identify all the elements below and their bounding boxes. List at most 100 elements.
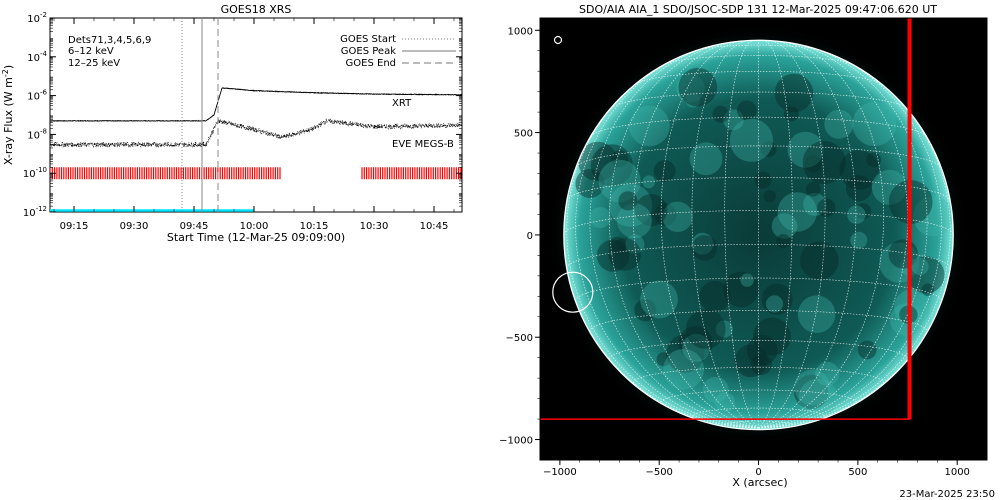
solar-texture-blob xyxy=(678,67,718,107)
solar-texture-blob xyxy=(750,353,772,375)
solar-texture-blob xyxy=(598,159,641,203)
right-image-frame xyxy=(539,17,988,461)
legend-goes-peak: GOES Peak xyxy=(341,46,396,57)
x-tick-label: −500 xyxy=(645,467,672,478)
y-tick-label: 0 xyxy=(527,231,533,242)
solar-texture-blob xyxy=(803,192,827,216)
solar-texture-blob xyxy=(608,238,641,271)
latitude-line xyxy=(563,210,954,235)
solar-texture-blob xyxy=(800,241,839,280)
solar-texture-blob xyxy=(590,144,633,187)
solar-texture-blob xyxy=(857,340,877,360)
y-tick-label: 1000 xyxy=(508,26,533,37)
xrt-coverage-bar xyxy=(361,167,462,180)
right-chart-title: SDO/AIA AIA_1 SDO/JSOC-SDP 131 12-Mar-20… xyxy=(579,3,937,16)
solar-texture-blob xyxy=(625,234,645,254)
solar-texture-blob xyxy=(787,131,824,168)
y-tick-label: 10-4 xyxy=(27,50,47,64)
longitude-line xyxy=(758,52,942,429)
latitude-line xyxy=(566,177,951,201)
y-tick-label: 10-8 xyxy=(27,127,47,141)
longitude-line xyxy=(575,52,759,429)
solar-texture-blob xyxy=(855,203,872,220)
longitude-line xyxy=(758,40,793,429)
x-tick-label: 10:00 xyxy=(240,221,269,232)
solar-texture-blob xyxy=(802,140,846,185)
heliographic-grid xyxy=(563,40,954,429)
solar-texture-blob xyxy=(596,239,630,272)
solar-texture-blob xyxy=(589,207,611,229)
latitude-line xyxy=(590,116,927,137)
solar-texture-blob xyxy=(852,102,897,146)
legend-goes-end: GOES End xyxy=(346,58,396,69)
solar-texture-blob xyxy=(685,92,701,108)
solar-texture-blob xyxy=(921,283,934,296)
x-tick-label: 10:15 xyxy=(300,221,329,232)
y-tick-label: 500 xyxy=(514,129,533,140)
solar-texture-blob xyxy=(761,283,793,315)
solar-texture-blob xyxy=(723,109,744,131)
solar-texture-blob xyxy=(629,105,670,147)
solar-texture-blob xyxy=(656,352,671,367)
solar-texture-blob xyxy=(729,118,774,162)
solar-texture-blob xyxy=(702,376,729,403)
solar-texture-blob xyxy=(889,303,923,336)
band-low-annotation: 6–12 keV xyxy=(68,46,114,57)
xrt-coverage-bar xyxy=(50,167,281,180)
solar-texture-blob xyxy=(850,231,868,249)
longitude-line xyxy=(758,45,928,429)
series-line-short xyxy=(50,118,462,149)
solar-texture-blob xyxy=(815,361,840,386)
solar-texture-blob xyxy=(845,175,872,202)
solar-texture-blob xyxy=(653,160,676,183)
solar-texture-blob xyxy=(714,392,736,413)
band-high-annotation: 12–25 keV xyxy=(68,58,120,69)
solar-texture-blob xyxy=(712,105,730,123)
longitude-line xyxy=(691,40,759,429)
solar-texture-blob xyxy=(737,100,757,121)
left-axes: 10-2 10-4 10-6 10-8 10-10 10-12 09:15 09:30 09:4… xyxy=(23,11,462,232)
solar-texture-blob xyxy=(776,234,791,249)
latitude-line xyxy=(575,145,942,168)
solar-texture-blob xyxy=(666,334,705,373)
x-tick-label: 500 xyxy=(848,467,867,478)
solar-texture-blob xyxy=(691,232,714,255)
longitude-line xyxy=(758,40,857,429)
x-tick-label: −1000 xyxy=(543,467,577,478)
solar-texture-blob xyxy=(797,295,836,334)
solar-texture-blob xyxy=(654,203,677,226)
solar-texture-blob xyxy=(774,73,814,113)
solar-texture-blob xyxy=(635,194,668,227)
eve-rate-label: EVE MEGS-B xyxy=(392,139,454,150)
x-tick-label: 09:45 xyxy=(180,221,209,232)
solar-texture-blob xyxy=(618,191,638,211)
solar-texture-blob xyxy=(763,190,776,203)
solar-texture-blob xyxy=(634,299,657,322)
series-line-long xyxy=(50,87,462,122)
solar-texture-blob xyxy=(760,141,777,158)
y-tick-label: −500 xyxy=(506,333,533,344)
solar-texture-blob xyxy=(682,333,711,362)
latitude-line xyxy=(610,91,907,109)
solar-texture-blob xyxy=(839,150,879,190)
solar-texture-blob xyxy=(798,378,838,418)
solar-texture-blob xyxy=(765,295,784,313)
left-y-axis-label: X-ray Flux (W m-2) xyxy=(1,65,15,165)
latitude-line xyxy=(635,71,882,85)
longitude-line xyxy=(724,40,759,429)
solar-texture-blob xyxy=(578,141,618,182)
solar-texture-blob xyxy=(740,273,754,287)
solar-texture-blob xyxy=(913,196,954,237)
y-tick-label: 10-6 xyxy=(27,89,47,103)
x-tick-label: 1000 xyxy=(944,467,969,478)
longitude-line xyxy=(758,41,885,429)
x-tick-label: 10:30 xyxy=(360,221,389,232)
y-tick-label: 10-12 xyxy=(23,205,47,219)
solar-texture-blob xyxy=(723,271,759,308)
left-legend: GOES Start GOES Peak GOES End xyxy=(340,34,456,69)
longitude-line xyxy=(660,40,759,429)
left-chart-title: GOES18 XRS xyxy=(221,3,292,16)
left-plot-area xyxy=(50,18,462,212)
longitude-line xyxy=(758,42,909,429)
longitude-line xyxy=(566,79,759,429)
